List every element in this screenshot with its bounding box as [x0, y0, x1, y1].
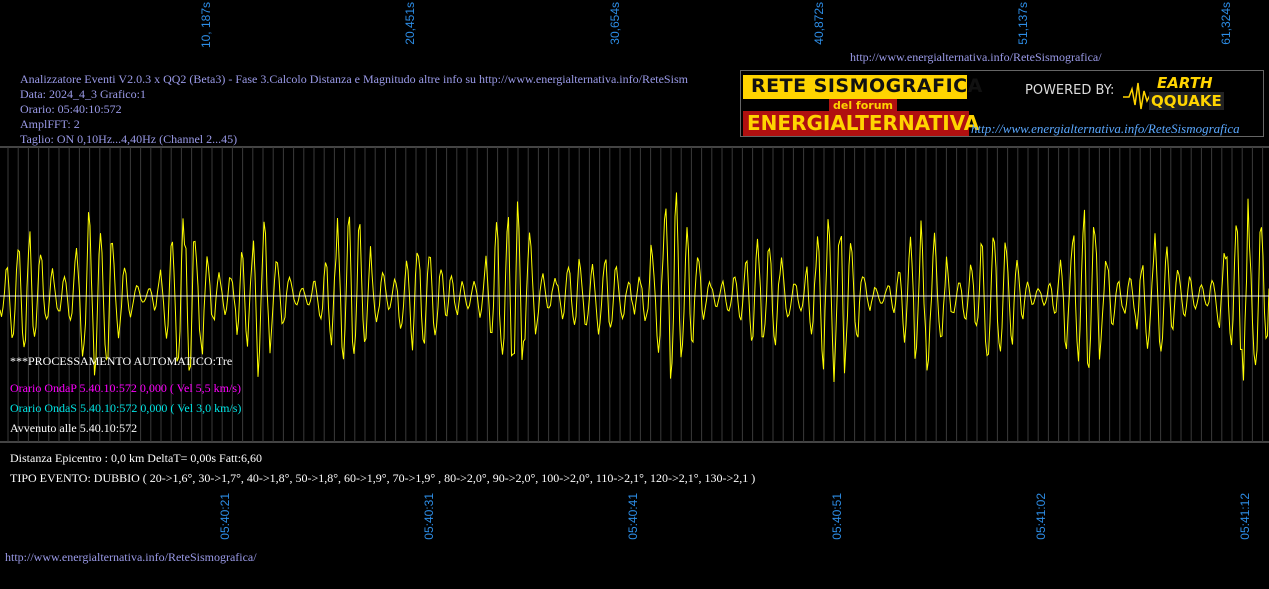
logo-brand-top: EARTH [1157, 74, 1213, 92]
onda-s-time: Orario OndaS 5.40.10:572 0,000 ( Vel 3,0… [10, 401, 242, 415]
logo-url[interactable]: http://www.energialternativa.info/ReteSi… [971, 121, 1240, 136]
bottom-time-tick: 05:40:41 [626, 493, 640, 540]
header-ampl-line: AmplFFT: 2 [20, 117, 80, 131]
logo-subtitle: del forum [829, 99, 897, 112]
bottom-time-tick: 05:40:51 [830, 493, 844, 540]
header-filter-line: Taglio: ON 0,10Hz...4,40Hz (Channel 2...… [20, 132, 238, 146]
seismogram-trace [0, 192, 1269, 383]
bottom-time-tick: 05:41:02 [1034, 493, 1048, 540]
event-time: Avvenuto alle 5.40.10:572 [10, 421, 138, 435]
bottom-time-tick: 05:40:21 [218, 493, 232, 540]
header-date-line: Data: 2024_4_3 Grafico:1 [20, 87, 146, 101]
logo-title: RETE SISMOGRAFICA [751, 75, 983, 97]
epicenter-distance: Distanza Epicentro : 0,0 km DeltaT= 0,00… [10, 451, 263, 465]
rete-sismografica-logo: RETE SISMOGRAFICA del forum ENERGIALTERN… [740, 70, 1264, 137]
header-title-line: Analizzatore Eventi V2.0.3 x QQ2 (Beta3)… [20, 72, 688, 86]
footer-url[interactable]: http://www.energialternativa.info/ReteSi… [5, 550, 257, 564]
bottom-time-tick: 05:40:31 [422, 493, 436, 540]
event-type: TIPO EVENTO: DUBBIO ( 20->1,6°, 30->1,7°… [10, 471, 756, 485]
processing-status: ***PROCESSAMENTO AUTOMATICO:Tre [10, 354, 233, 368]
logo-powered-by: POWERED BY: [1025, 83, 1115, 98]
logo-brand-bottom: QQUAKE [1149, 92, 1224, 110]
header-time-line: Orario: 05:40:10:572 [20, 102, 122, 116]
header-url[interactable]: http://www.energialternativa.info/ReteSi… [850, 50, 1102, 64]
bottom-time-tick: 05:41:12 [1238, 493, 1252, 540]
time-grid-lines [7, 147, 1264, 442]
logo-name: ENERGIALTERNATIVA [747, 111, 980, 135]
onda-p-time: Orario OndaP 5.40.10:572 0,000 ( Vel 5,5… [10, 381, 241, 395]
